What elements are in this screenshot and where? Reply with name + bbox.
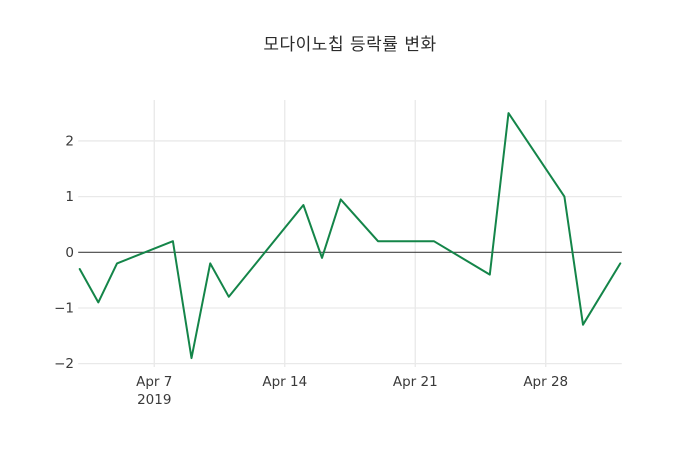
y-tick-label: 1 (65, 189, 74, 205)
x-tick-label: Apr 14 (262, 374, 307, 390)
y-tick-label: −2 (54, 356, 74, 372)
x-tick-label: Apr 7 (136, 374, 172, 390)
y-tick-label: −1 (54, 300, 74, 316)
x-tick-label: Apr 28 (523, 374, 568, 390)
chart-title: 모다이노칩 등락률 변화 (263, 35, 437, 55)
y-tick-label: 2 (65, 133, 74, 149)
x-tick-sublabel: 2019 (137, 392, 171, 408)
series-line (78, 112, 622, 360)
y-tick-label: 0 (65, 245, 74, 261)
x-tick-label: Apr 21 (393, 374, 438, 390)
